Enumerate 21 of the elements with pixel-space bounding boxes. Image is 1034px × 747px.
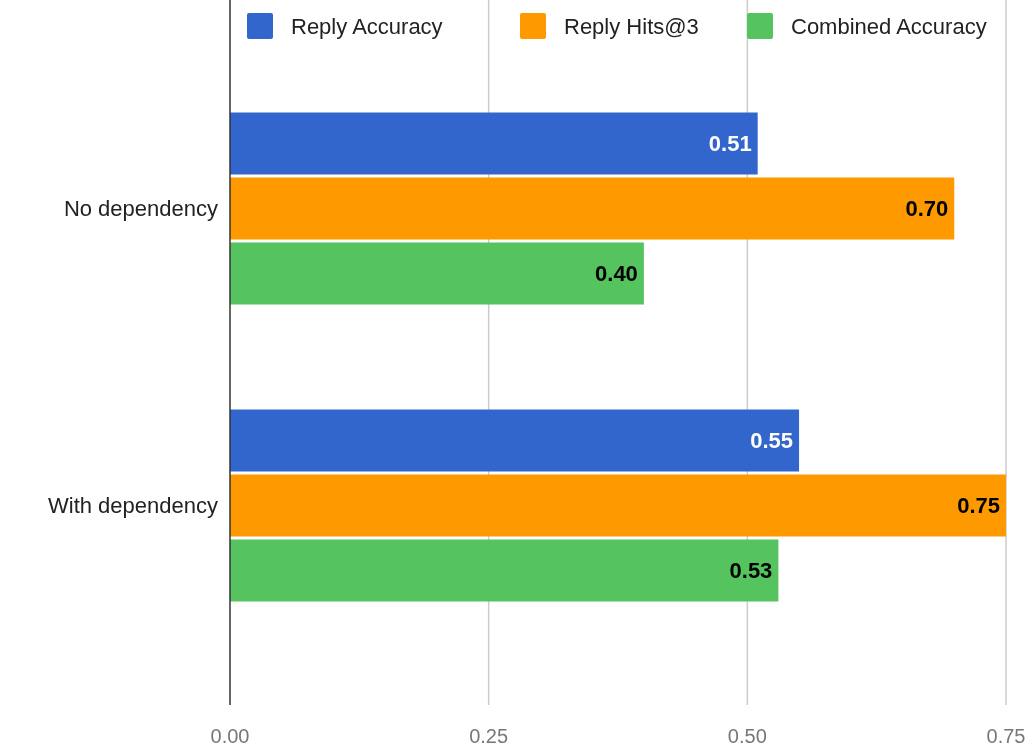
y-tick-label: With dependency — [48, 493, 218, 518]
data-label: 0.70 — [905, 196, 949, 221]
bar — [230, 409, 800, 472]
x-tick-label: 0.00 — [210, 725, 250, 747]
x-tick-label: 0.50 — [727, 725, 767, 747]
y-tick-label: No dependency — [63, 196, 218, 221]
legend-label: Combined Accuracy — [791, 13, 987, 39]
bar — [230, 474, 1006, 537]
bar — [230, 112, 758, 175]
x-tick-label: 0.25 — [469, 725, 509, 747]
x-tick-label: 0.75 — [986, 725, 1026, 747]
data-label: 0.55 — [750, 428, 794, 453]
bar — [230, 242, 644, 305]
data-label: 0.51 — [708, 131, 752, 156]
data-label: 0.53 — [729, 558, 773, 583]
legend-label: Reply Hits@3 — [564, 13, 699, 39]
data-label: 0.75 — [957, 493, 1000, 518]
bar — [230, 539, 779, 602]
bar — [230, 177, 955, 240]
legend-label: Reply Accuracy — [291, 13, 443, 39]
data-label: 0.40 — [595, 261, 638, 286]
